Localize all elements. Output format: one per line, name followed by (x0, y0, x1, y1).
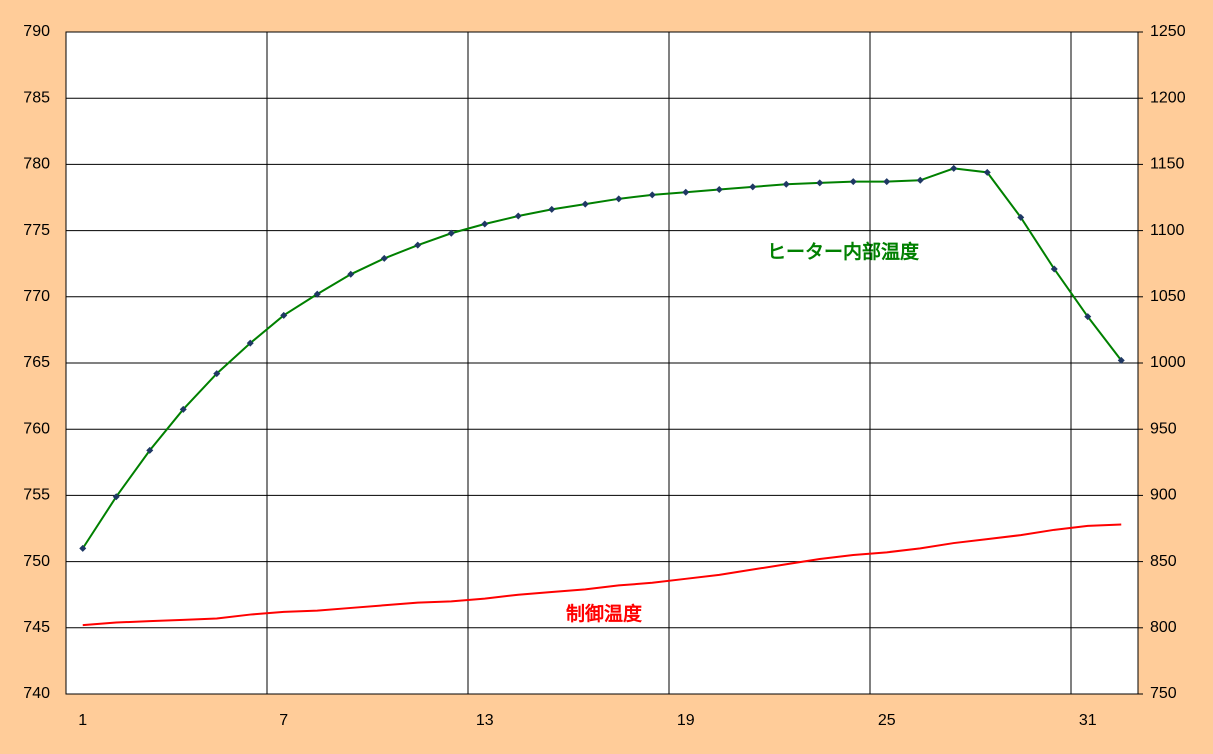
plot-border (65, 31, 1139, 695)
y-tick-label: 740 (23, 685, 50, 702)
marker (883, 178, 891, 186)
x-tick-label: 25 (878, 712, 896, 729)
marker (380, 254, 388, 262)
series-label: ヒーター内部温度 (767, 240, 920, 263)
marker (782, 180, 790, 188)
marker (146, 446, 154, 454)
y-tick-label: 790 (23, 23, 50, 40)
marker (749, 183, 757, 191)
marker (1050, 265, 1058, 273)
series-line (81, 167, 1123, 549)
marker (983, 168, 991, 176)
x-tick-label: 7 (279, 712, 288, 729)
y-tick-label: 780 (23, 156, 50, 173)
y2-tick-label: 1000 (1150, 354, 1186, 371)
marker (280, 311, 288, 319)
y-tick-label: 755 (23, 487, 50, 504)
y-tick-label: 760 (23, 420, 50, 437)
marker (1084, 313, 1092, 321)
marker (816, 179, 824, 187)
marker (1017, 213, 1025, 221)
marker (347, 270, 355, 278)
y-tick-label: 775 (23, 222, 50, 239)
y2-tick-label: 1150 (1150, 156, 1185, 173)
y2-tick-label: 800 (1150, 619, 1177, 636)
marker (916, 176, 924, 184)
y2-tick-label: 900 (1150, 487, 1177, 504)
x-tick-label: 31 (1079, 712, 1097, 729)
marker (213, 370, 221, 378)
y2-tick-label: 850 (1150, 553, 1177, 570)
marker (179, 405, 187, 413)
y2-tick-label: 750 (1150, 685, 1177, 702)
x-tick-label: 1 (78, 712, 87, 729)
marker (682, 188, 690, 196)
marker (950, 164, 958, 172)
y2-tick-label: 1100 (1150, 222, 1185, 239)
marker (313, 290, 321, 298)
x-tick-label: 13 (476, 712, 494, 729)
marker (481, 220, 489, 228)
y-tick-label: 750 (23, 553, 50, 570)
marker (1117, 356, 1125, 364)
marker (648, 191, 656, 199)
marker (715, 186, 723, 194)
y-tick-label: 770 (23, 288, 50, 305)
marker (112, 493, 120, 501)
series-line (82, 523, 1122, 627)
y-tick-label: 745 (23, 619, 50, 636)
y-tick-label: 765 (23, 354, 50, 371)
marker (548, 205, 556, 213)
marker (447, 229, 455, 237)
marker (514, 212, 522, 220)
x-tick-label: 19 (677, 712, 695, 729)
marker (79, 544, 87, 552)
marker (414, 241, 422, 249)
y2-tick-label: 950 (1150, 420, 1177, 437)
y2-tick-label: 1200 (1150, 89, 1186, 106)
y-tick-label: 785 (23, 89, 50, 106)
marker (581, 200, 589, 208)
marker (849, 178, 857, 186)
y2-tick-label: 1250 (1150, 23, 1186, 40)
marker (246, 339, 254, 347)
y2-tick-label: 1050 (1150, 288, 1186, 305)
series-label: 制御温度 (566, 602, 643, 625)
marker (615, 195, 623, 203)
